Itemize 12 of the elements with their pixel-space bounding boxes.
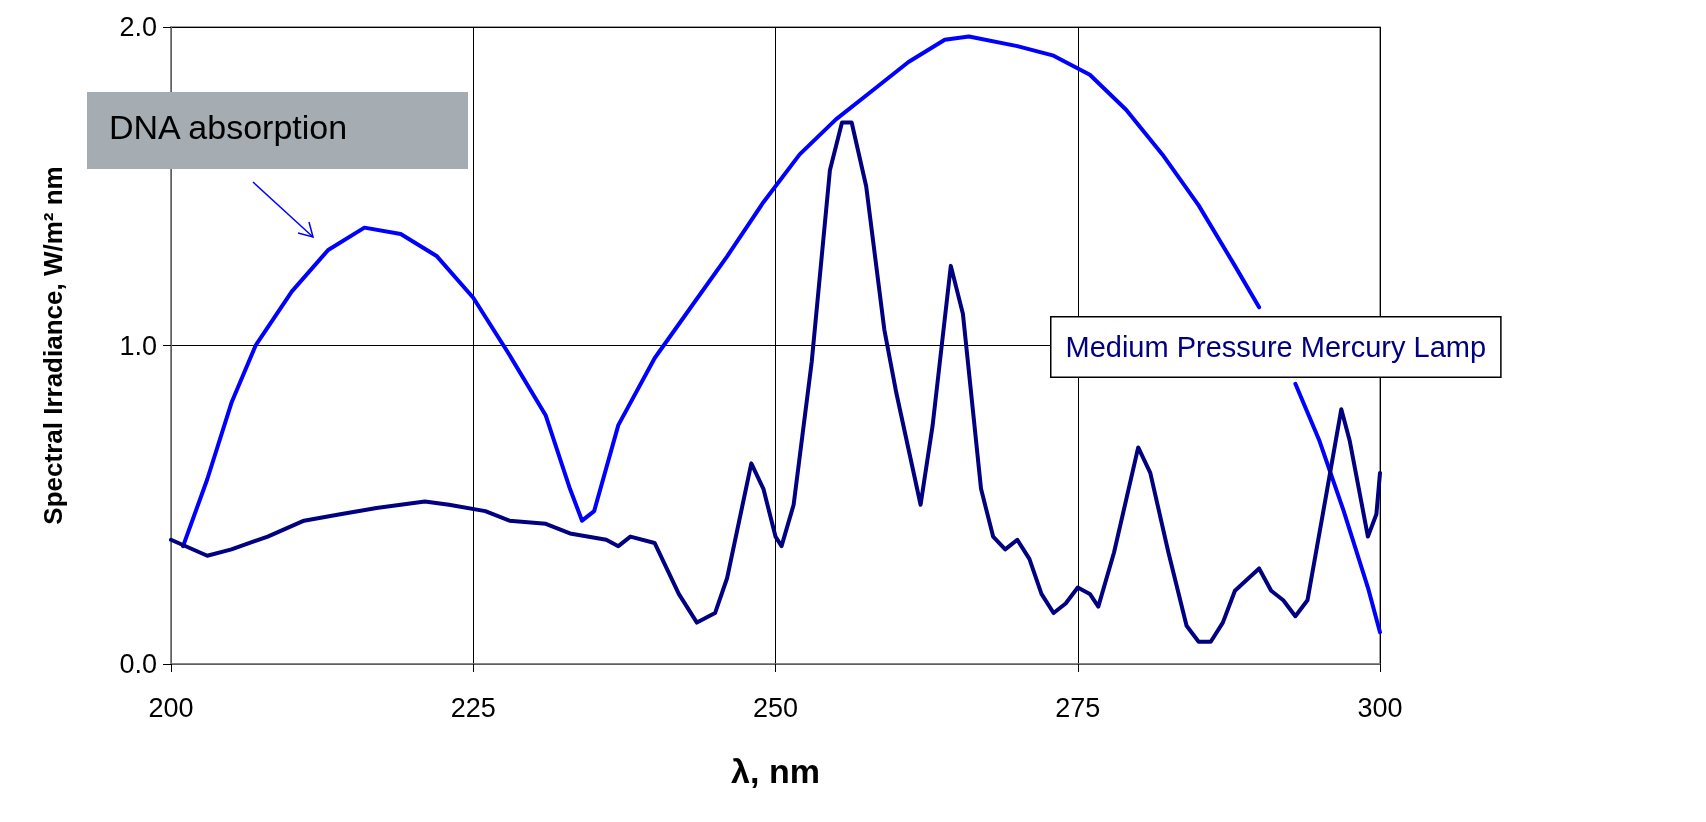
x-tick-label: 250	[752, 692, 799, 723]
text: Medium Pressure Mercury Lamp	[1065, 331, 1487, 363]
text: DNA absorption	[109, 108, 348, 147]
x-tick-label: 300	[1357, 692, 1403, 723]
y-axis-title: Spectral Irradiance, W/m² nm	[38, 166, 68, 525]
x-axis-title: λ, nm	[731, 752, 820, 790]
y-tick-label: 1.0	[119, 330, 157, 361]
x-tick-label: 275	[1055, 692, 1101, 723]
x-tick-label: 225	[450, 692, 496, 723]
y-tick-label: 0.0	[119, 649, 157, 679]
y-tick-label: 2.0	[119, 12, 157, 42]
x-tick-label: 200	[148, 692, 194, 723]
